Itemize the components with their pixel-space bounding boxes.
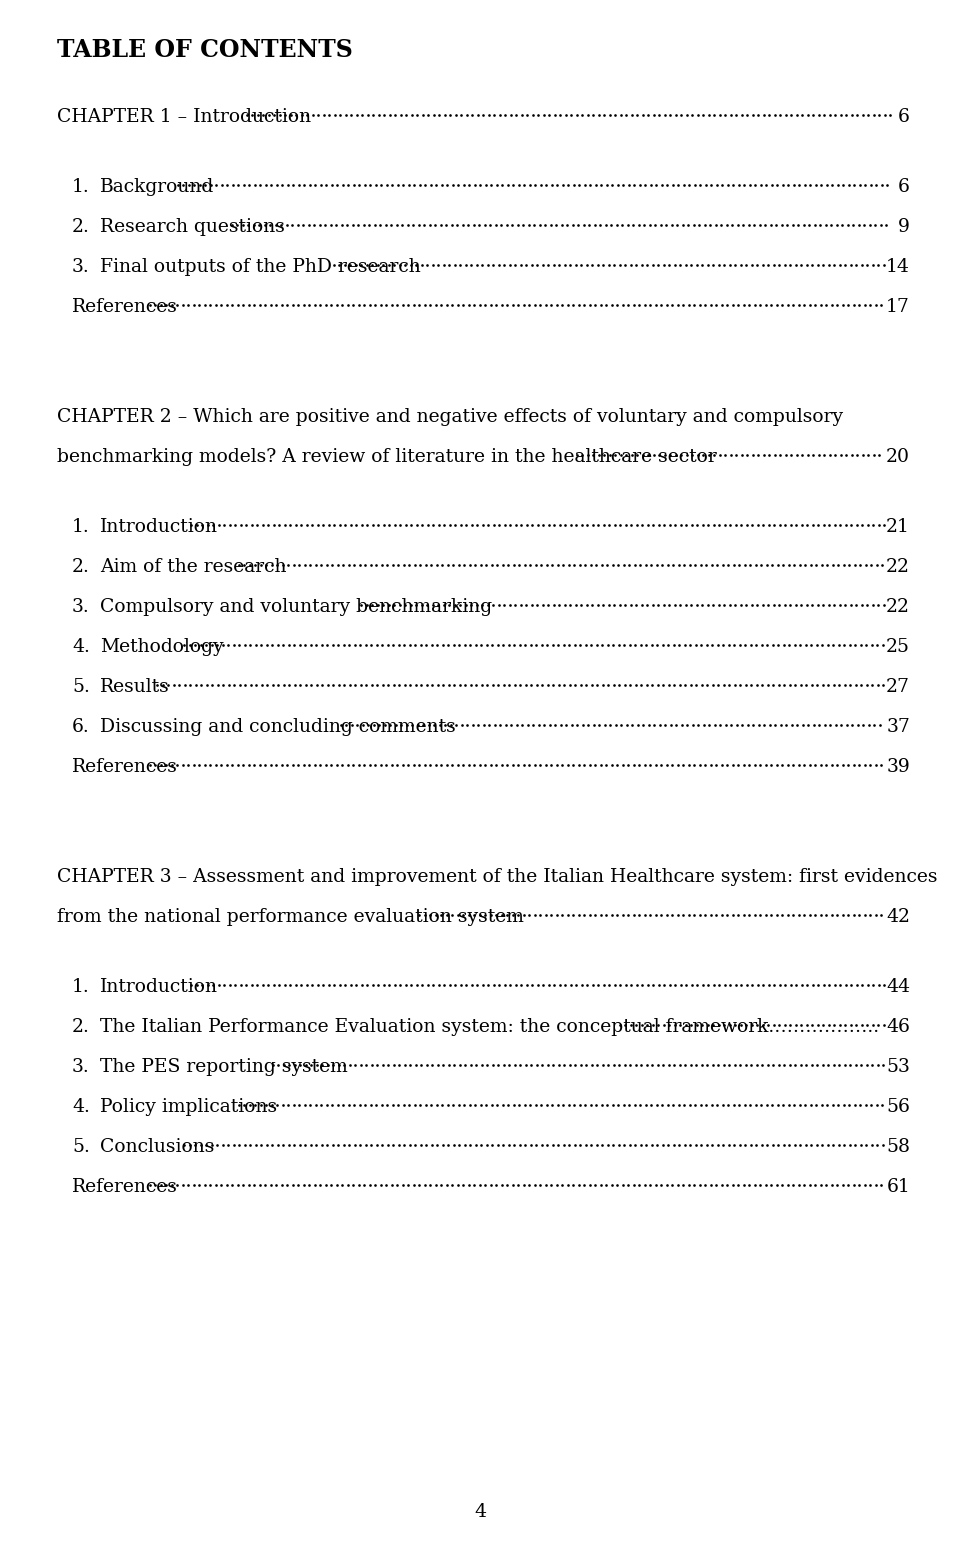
- Text: 53: 53: [886, 1058, 910, 1075]
- Text: 27: 27: [886, 677, 910, 696]
- Text: 4.: 4.: [72, 637, 90, 656]
- Text: Final outputs of the PhD research: Final outputs of the PhD research: [100, 258, 420, 276]
- Text: The Italian Performance Evaluation system: the conceptual framework.……………..: The Italian Performance Evaluation syste…: [100, 1018, 879, 1035]
- Text: 6: 6: [899, 177, 910, 196]
- Text: 21: 21: [886, 518, 910, 535]
- Text: 6.: 6.: [72, 717, 89, 736]
- Text: 2.: 2.: [72, 559, 90, 576]
- Text: References: References: [72, 758, 178, 776]
- Text: Aim of the research: Aim of the research: [100, 559, 286, 576]
- Text: 37: 37: [886, 717, 910, 736]
- Text: 20: 20: [886, 447, 910, 466]
- Text: References: References: [72, 1177, 178, 1196]
- Text: Policy implications: Policy implications: [100, 1099, 277, 1116]
- Text: 5.: 5.: [72, 1139, 90, 1156]
- Text: 4.: 4.: [72, 1099, 90, 1116]
- Text: 56: 56: [886, 1099, 910, 1116]
- Text: Background: Background: [100, 177, 214, 196]
- Text: TABLE OF CONTENTS: TABLE OF CONTENTS: [57, 39, 352, 62]
- Text: 44: 44: [886, 978, 910, 995]
- Text: Results: Results: [100, 677, 170, 696]
- Text: Methodology: Methodology: [100, 637, 224, 656]
- Text: References: References: [72, 298, 178, 316]
- Text: benchmarking models? A review of literature in the healthcare sector: benchmarking models? A review of literat…: [57, 447, 717, 466]
- Text: 2.: 2.: [72, 1018, 90, 1035]
- Text: from the national performance evaluation system: from the national performance evaluation…: [57, 907, 524, 926]
- Text: 22: 22: [886, 599, 910, 616]
- Text: 25: 25: [886, 637, 910, 656]
- Text: Research questions: Research questions: [100, 218, 285, 236]
- Text: 9: 9: [899, 218, 910, 236]
- Text: 3.: 3.: [72, 599, 89, 616]
- Text: CHAPTER 2 – Which are positive and negative effects of voluntary and compulsory: CHAPTER 2 – Which are positive and negat…: [57, 407, 843, 426]
- Text: Introduction: Introduction: [100, 978, 218, 995]
- Text: Conclusions: Conclusions: [100, 1139, 214, 1156]
- Text: 42: 42: [886, 907, 910, 926]
- Text: 4: 4: [474, 1503, 486, 1521]
- Text: 61: 61: [886, 1177, 910, 1196]
- Text: 17: 17: [886, 298, 910, 316]
- Text: 3.: 3.: [72, 258, 89, 276]
- Text: Discussing and concluding comments: Discussing and concluding comments: [100, 717, 456, 736]
- Text: 2.: 2.: [72, 218, 90, 236]
- Text: 22: 22: [886, 559, 910, 576]
- Text: 46: 46: [886, 1018, 910, 1035]
- Text: 39: 39: [886, 758, 910, 776]
- Text: 6: 6: [899, 108, 910, 127]
- Text: 14: 14: [886, 258, 910, 276]
- Text: 5.: 5.: [72, 677, 90, 696]
- Text: The PES reporting system: The PES reporting system: [100, 1058, 348, 1075]
- Text: 3.: 3.: [72, 1058, 89, 1075]
- Text: 1.: 1.: [72, 518, 89, 535]
- Text: CHAPTER 3 – Assessment and improvement of the Italian Healthcare system: first e: CHAPTER 3 – Assessment and improvement o…: [57, 869, 938, 886]
- Text: 1.: 1.: [72, 177, 89, 196]
- Text: 58: 58: [886, 1139, 910, 1156]
- Text: CHAPTER 1 – Introduction: CHAPTER 1 – Introduction: [57, 108, 311, 127]
- Text: Introduction: Introduction: [100, 518, 218, 535]
- Text: Compulsory and voluntary benchmarking: Compulsory and voluntary benchmarking: [100, 599, 492, 616]
- Text: 1.: 1.: [72, 978, 89, 995]
